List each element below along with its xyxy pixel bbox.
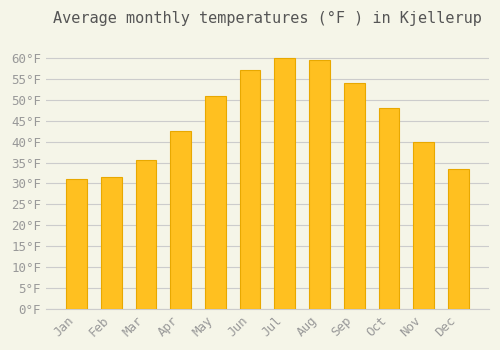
- Bar: [309, 60, 330, 309]
- Bar: [274, 58, 295, 309]
- Bar: [136, 160, 156, 309]
- Bar: [448, 169, 469, 309]
- Bar: [170, 131, 191, 309]
- Bar: [344, 83, 364, 309]
- Title: Average monthly temperatures (°F ) in Kjellerup: Average monthly temperatures (°F ) in Kj…: [53, 11, 482, 26]
- Bar: [240, 70, 260, 309]
- Bar: [66, 179, 87, 309]
- Bar: [378, 108, 400, 309]
- Bar: [413, 142, 434, 309]
- Bar: [205, 96, 226, 309]
- Bar: [101, 177, 121, 309]
